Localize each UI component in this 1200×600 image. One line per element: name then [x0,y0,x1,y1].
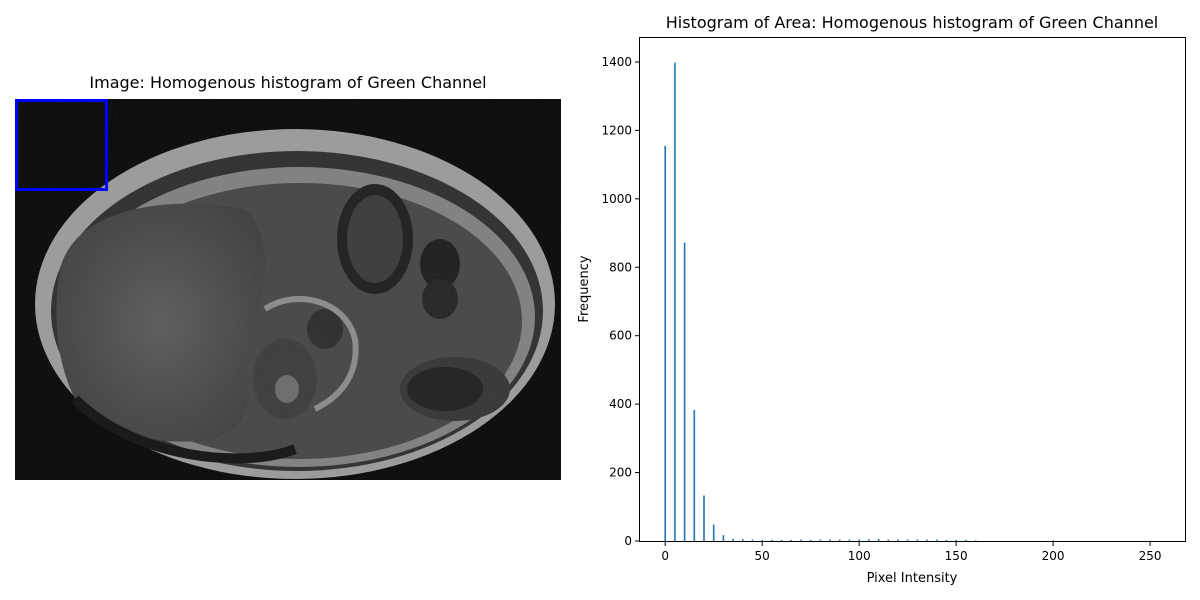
plot-frame [639,37,1186,542]
histogram-bar [674,62,676,542]
histogram-bar [838,539,841,541]
histogram-bar [761,539,763,541]
y-tick-label: 1200 [601,123,632,137]
y-axis-label: Frequency [577,255,592,322]
histogram-bar [877,538,880,541]
x-tick-label: 50 [755,549,770,563]
histogram-bar [955,539,957,541]
histogram-bar [858,539,860,541]
x-tick-label: 100 [848,549,871,563]
histogram-bar [906,539,909,541]
histogram-bars [664,62,1151,542]
roi-rectangle [15,99,108,191]
x-tick-label: 200 [1042,549,1065,563]
x-axis-ticks: 0 50 100 150 200 250 [661,541,1162,563]
histogram-bar [868,539,870,541]
image-title: Image: Homogenous histogram of Green Cha… [89,73,487,92]
histogram-bar [829,539,831,541]
histogram-bar [683,242,686,541]
histogram-bar [780,539,783,541]
histogram-bar [965,539,967,541]
x-tick-label: 0 [661,549,669,563]
histogram-bar [771,539,773,541]
histogram-bar [790,539,793,541]
y-tick-label: 0 [624,534,632,548]
histogram-bar [664,145,667,542]
chart-title: Histogram of Area: Homogenous histogram … [666,13,1159,32]
histogram-bar [974,540,977,541]
histogram-bar [809,539,812,541]
histogram-bar [800,539,802,541]
x-tick-label: 250 [1139,549,1162,563]
y-tick-label: 1400 [601,55,632,69]
histogram-bar [712,524,715,541]
y-tick-label: 400 [609,397,632,411]
histogram-bar [897,539,899,541]
x-axis-label: Pixel Intensity [867,571,958,586]
histogram-bar [848,539,851,541]
y-tick-label: 600 [609,329,632,343]
histogram-bar [1052,540,1054,541]
histogram-bar [703,495,705,541]
mri-image [15,99,561,480]
histogram-bar [935,539,938,541]
histogram-bar [722,535,725,541]
y-axis-ticks: 0 200 400 600 800 1000 1200 1400 [601,55,640,548]
y-tick-label: 1000 [601,192,632,206]
y-tick-label: 200 [609,466,632,480]
histogram-bar [887,539,890,541]
histogram-bar [945,539,948,541]
histogram-bar [741,539,744,541]
histogram-bar [693,409,696,541]
histogram-bar [926,539,928,541]
y-tick-label: 800 [609,260,632,274]
x-tick-label: 150 [945,549,968,563]
histogram-bar [732,538,734,541]
histogram-bar [819,539,822,541]
histogram-bar [916,539,919,541]
histogram-bar [751,539,754,541]
